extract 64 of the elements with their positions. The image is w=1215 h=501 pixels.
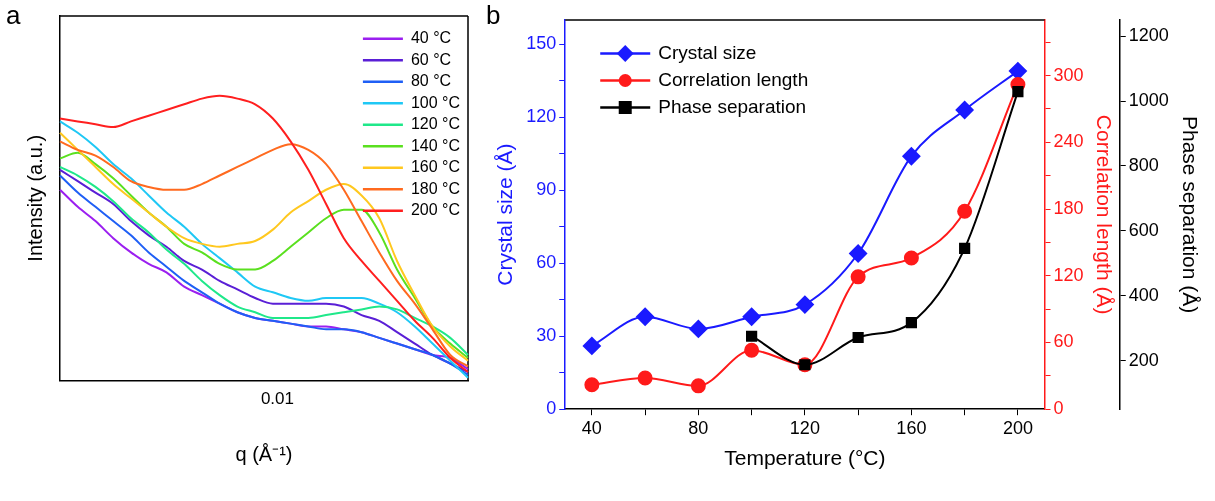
- y-tick-label: 150: [526, 33, 557, 54]
- point: [584, 377, 600, 393]
- y3-tick-label: 1000: [1128, 90, 1169, 111]
- point: [955, 101, 974, 119]
- y3-tick-label: 400: [1128, 284, 1159, 305]
- x-tick-label: 160: [896, 417, 927, 438]
- y2-tick-label: 120: [1053, 264, 1084, 285]
- x-tick-label: 80: [688, 417, 709, 438]
- point: [746, 330, 758, 342]
- y3-axis-title: Phase separation (Å): [1178, 115, 1202, 314]
- point: [690, 378, 706, 394]
- legend-label: Correlation length: [658, 68, 809, 90]
- legend-label: 160 °C: [410, 158, 460, 176]
- legend-label: 120 °C: [410, 115, 460, 133]
- legend-label: 60 °C: [410, 50, 452, 68]
- point: [744, 342, 760, 358]
- y-tick-label: 0: [546, 398, 557, 419]
- y2-tick-label: 0: [1053, 398, 1064, 419]
- y2-axis-title: Correlation length (Å): [1093, 114, 1117, 315]
- legend-label: Crystal size: [658, 41, 757, 63]
- y2-tick-label: 180: [1053, 198, 1084, 219]
- point: [849, 244, 868, 263]
- point: [903, 250, 919, 266]
- x-axis-title: Temperature (°C): [724, 446, 886, 470]
- x-axis-title: q (Å⁻¹): [235, 442, 293, 465]
- text: b: [486, 0, 501, 31]
- point: [957, 203, 973, 219]
- legend-label: Phase separation: [658, 95, 807, 117]
- point: [795, 295, 814, 314]
- x-tick-label: 40: [581, 417, 602, 438]
- point: [636, 307, 655, 326]
- point: [902, 147, 921, 166]
- point: [959, 242, 971, 254]
- legend-label: 140 °C: [410, 136, 460, 154]
- legend-label: 200 °C: [410, 201, 460, 219]
- point: [852, 331, 864, 344]
- legend-label: 80 °C: [410, 72, 452, 90]
- point: [742, 307, 761, 326]
- y3-tick-label: 200: [1128, 349, 1159, 370]
- x-tick-label: 200: [1002, 417, 1033, 438]
- y-tick-label: 60: [536, 252, 557, 273]
- point: [689, 319, 708, 338]
- y2-tick-label: 60: [1053, 331, 1074, 352]
- y3-tick-label: 800: [1128, 154, 1159, 175]
- y-axis-title: Crystal size (Å): [493, 143, 517, 286]
- y2-tick-label: 240: [1053, 131, 1084, 152]
- legend-label: 100 °C: [410, 93, 460, 111]
- x-tick-label: 120: [789, 417, 820, 438]
- legend-label: 40 °C: [410, 29, 452, 47]
- legend-label: 180 °C: [410, 179, 460, 197]
- point: [905, 317, 917, 329]
- point: [1012, 86, 1024, 98]
- y3-tick-label: 600: [1128, 219, 1159, 240]
- y-tick-label: 120: [526, 106, 557, 127]
- point: [850, 269, 866, 285]
- y-tick-label: 30: [536, 325, 557, 346]
- text: a: [6, 0, 21, 31]
- y3-tick-label: 1200: [1128, 25, 1169, 46]
- y-axis-title: Intensity (a.u.): [23, 134, 46, 262]
- text: 0.01: [260, 388, 295, 408]
- point: [637, 370, 653, 386]
- y-tick-label: 90: [536, 179, 557, 200]
- point: [582, 336, 601, 355]
- y2-tick-label: 300: [1053, 64, 1084, 85]
